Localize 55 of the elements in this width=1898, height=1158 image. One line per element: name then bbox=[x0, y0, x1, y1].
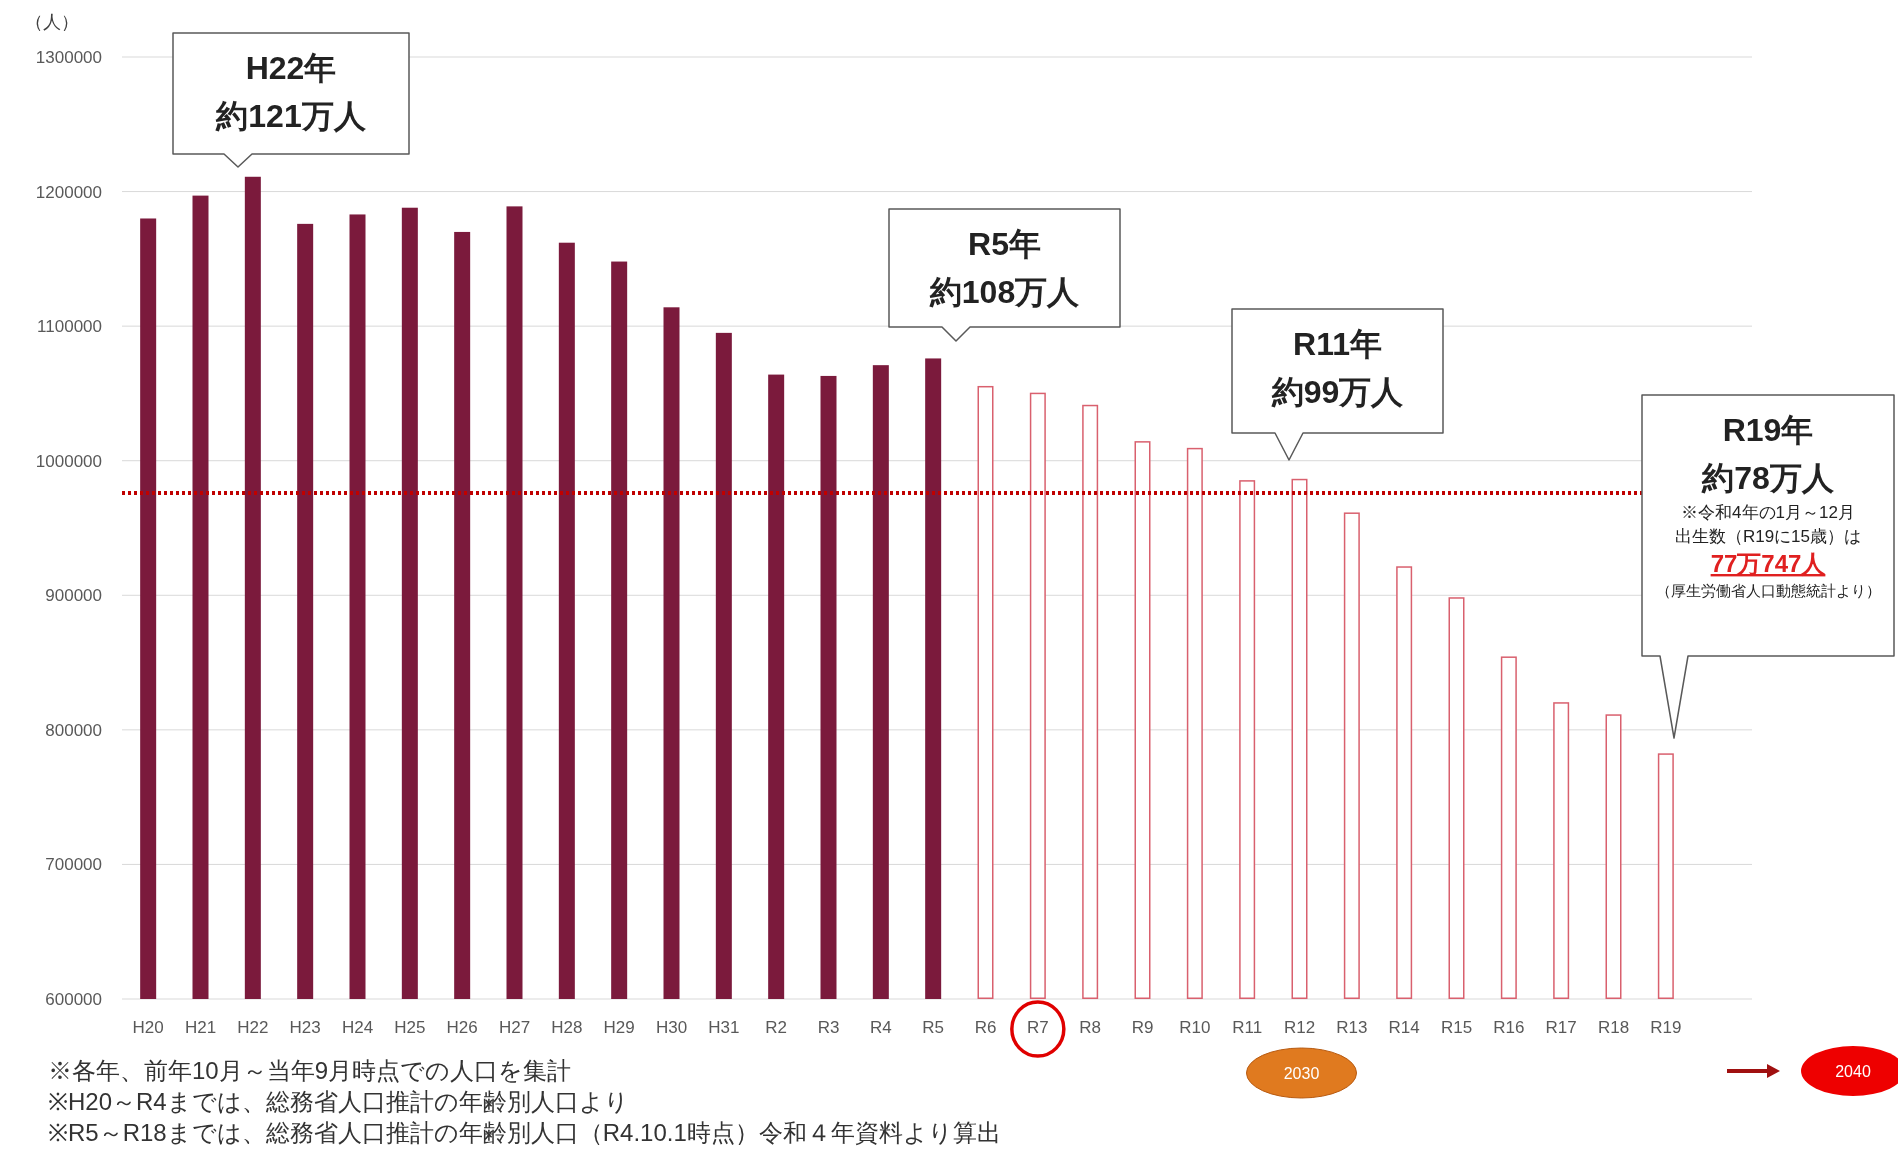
annotation: 約108万人 bbox=[928, 274, 1081, 310]
x-tick-label: R9 bbox=[1131, 1018, 1154, 1037]
x-tick-label: R19 bbox=[1650, 1018, 1682, 1037]
x-tick-label: R12 bbox=[1283, 1018, 1316, 1037]
x-tick-label: H23 bbox=[289, 1018, 321, 1037]
x-tick-label: R14 bbox=[1388, 1018, 1420, 1037]
x-tick-label: H30 bbox=[655, 1018, 688, 1037]
y-tick-label: 1200000 bbox=[35, 182, 102, 202]
y-tick-label: 1000000 bbox=[35, 451, 102, 471]
callout-box: H22年 約121万人 bbox=[172, 32, 410, 168]
x-tick-label: H31 bbox=[708, 1018, 740, 1037]
annotation: H22年 bbox=[245, 50, 337, 86]
y-tick-label: 900000 bbox=[45, 586, 102, 606]
annotation: （厚生労働省人口動態統計より） bbox=[1655, 582, 1881, 599]
x-tick-label: H24 bbox=[341, 1018, 374, 1037]
x-tick-label: H29 bbox=[603, 1018, 635, 1037]
text: ※R5～R18までは、総務省人口推計の年齢別人口（R4.10.1時点）令和４年資料より算出 bbox=[48, 1119, 1001, 1146]
annotation: 約99万人 bbox=[1270, 374, 1405, 410]
x-tick-label: R13 bbox=[1336, 1018, 1368, 1037]
x-tick-label: R10 bbox=[1179, 1018, 1211, 1037]
annotation: 出生数（R19に15歳）は bbox=[1674, 527, 1862, 546]
text: ※各年、前年10月～当年9月時点での人口を集計 bbox=[48, 1057, 572, 1084]
x-tick-label: R4 bbox=[869, 1018, 892, 1037]
y-tick-label: 1100000 bbox=[37, 317, 102, 337]
y-tick-label: 1300000 bbox=[35, 48, 102, 67]
x-tick-label: H25 bbox=[394, 1018, 426, 1037]
x-tick-label: R2 bbox=[765, 1018, 788, 1037]
callout-box: R5年 約108万人 bbox=[888, 208, 1121, 342]
x-tick-label: R6 bbox=[974, 1018, 997, 1037]
x-tick-label: R7 bbox=[1026, 1018, 1049, 1037]
text: ※H20～R4までは、総務省人口推計の年齢別人口より bbox=[48, 1088, 629, 1115]
annotation: 約121万人 bbox=[215, 98, 367, 134]
annotation: R5年 bbox=[968, 226, 1041, 262]
x-tick-label: R18 bbox=[1597, 1018, 1630, 1037]
x-tick-label: H21 bbox=[184, 1018, 217, 1037]
y-tick-label: 700000 bbox=[45, 855, 102, 875]
x-tick-label: R16 bbox=[1493, 1018, 1525, 1037]
x-tick-label: H22 bbox=[237, 1018, 269, 1037]
x-tick-label: H20 bbox=[132, 1018, 164, 1037]
callout-box: R11年 約99万人 bbox=[1231, 308, 1444, 461]
annotation: R11年 bbox=[1293, 326, 1382, 362]
callout-box: R19年 約78万人 ※令和4年の1月～12月 出生数（R19に15歳）は 77万747人 （厚生労働省人口動態統計より） bbox=[1641, 394, 1895, 739]
x-tick-label: R15 bbox=[1440, 1018, 1473, 1037]
x-tick-label: H26 bbox=[446, 1018, 478, 1037]
y-tick-label: 600000 bbox=[45, 990, 102, 1009]
x-tick-label: R11 bbox=[1232, 1018, 1263, 1037]
x-tick-label: R3 bbox=[817, 1018, 840, 1037]
x-tick-label: R5 bbox=[922, 1018, 945, 1037]
x-tick-label: H28 bbox=[551, 1018, 583, 1037]
x-tick-label: R17 bbox=[1545, 1018, 1577, 1037]
x-tick-label: H27 bbox=[498, 1018, 531, 1037]
y-tick-label: 800000 bbox=[45, 720, 102, 740]
annotation: ※令和4年の1月～12月 bbox=[1681, 503, 1855, 522]
y-axis-title: （人） bbox=[25, 12, 79, 32]
x-tick-label: R8 bbox=[1079, 1018, 1102, 1037]
